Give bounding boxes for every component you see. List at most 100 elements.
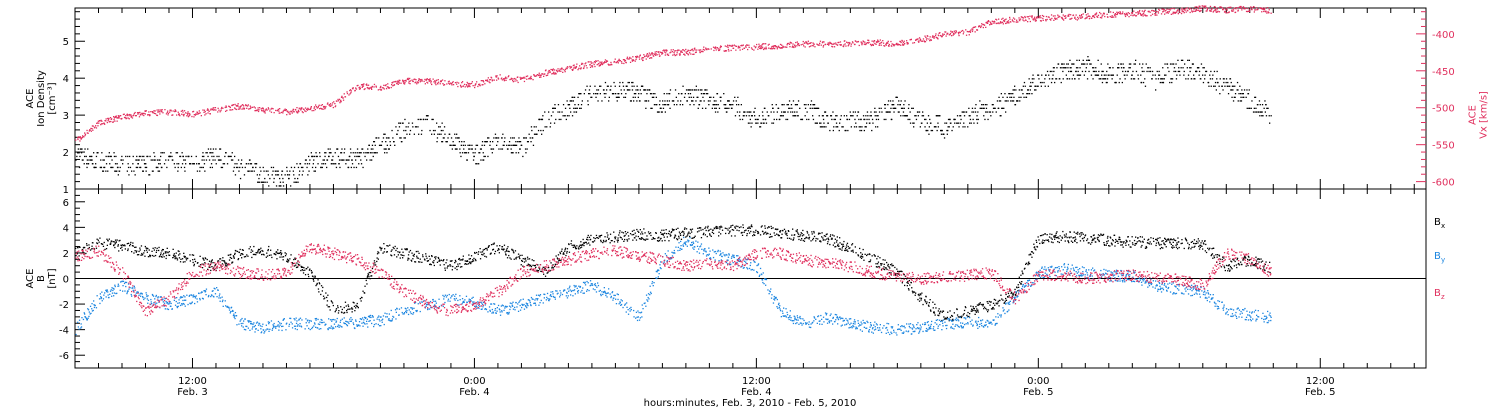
data-point	[754, 107, 756, 109]
data-point	[212, 148, 215, 150]
data-point	[889, 111, 891, 113]
data-point	[386, 152, 388, 154]
data-point	[123, 113, 125, 115]
data-point	[907, 107, 910, 109]
data-point	[1068, 15, 1070, 17]
data-point	[829, 41, 831, 43]
data-point	[450, 260, 452, 262]
data-point	[114, 120, 116, 122]
data-point	[256, 109, 258, 112]
data-point	[473, 257, 475, 260]
data-point	[86, 166, 88, 169]
data-point	[1075, 14, 1077, 16]
data-point	[1240, 96, 1242, 98]
data-point	[887, 104, 889, 106]
data-point	[239, 248, 241, 251]
data-point	[1130, 63, 1132, 65]
data-point	[690, 53, 692, 55]
data-point	[878, 107, 880, 109]
data-point	[662, 50, 664, 52]
data-point	[725, 50, 728, 52]
data-point	[1157, 78, 1160, 80]
data-point	[340, 152, 342, 154]
data-point	[159, 255, 161, 257]
data-point	[353, 305, 356, 308]
data-point	[240, 253, 242, 255]
data-point	[678, 53, 681, 55]
data-point	[698, 49, 701, 51]
data-point	[497, 77, 499, 79]
data-point	[508, 141, 511, 143]
data-point	[636, 56, 638, 58]
data-point	[288, 174, 291, 176]
data-point	[875, 118, 878, 121]
data-point	[217, 111, 219, 113]
data-point	[1033, 17, 1035, 20]
data-point	[730, 49, 732, 52]
data-point	[377, 251, 379, 253]
data-point	[119, 239, 121, 242]
data-point	[1169, 9, 1171, 11]
data-point	[480, 251, 482, 253]
data-point	[1267, 107, 1269, 109]
data-point	[763, 43, 765, 45]
data-point	[178, 113, 180, 115]
data-point	[461, 266, 463, 268]
data-point	[137, 163, 139, 165]
data-point	[174, 166, 176, 169]
data-point	[601, 100, 603, 102]
data-point	[436, 79, 438, 81]
data-point	[376, 152, 378, 154]
data-point	[234, 108, 237, 110]
data-point	[929, 118, 931, 121]
data-point	[243, 107, 246, 109]
data-point	[510, 148, 512, 150]
data-point	[158, 111, 161, 113]
data-point	[767, 44, 769, 46]
data-point	[1143, 10, 1145, 12]
data-point	[913, 126, 915, 128]
data-point	[568, 104, 570, 106]
data-point	[144, 255, 146, 257]
data-point	[181, 109, 184, 112]
data-point	[185, 163, 187, 165]
data-point	[325, 105, 327, 108]
data-point	[111, 240, 113, 242]
data-point	[660, 107, 662, 109]
data-point	[527, 258, 529, 260]
data-point	[1043, 81, 1045, 84]
data-point	[756, 43, 758, 46]
data-point	[680, 51, 682, 53]
data-point	[521, 260, 524, 262]
data-point	[445, 262, 447, 264]
data-point	[646, 54, 648, 56]
data-point	[1200, 7, 1202, 10]
data-point	[707, 100, 710, 102]
data-point	[340, 159, 342, 161]
data-point	[779, 115, 782, 117]
data-point	[121, 249, 123, 251]
data-point	[1092, 70, 1095, 73]
data-point	[1027, 89, 1029, 91]
data-point	[315, 152, 317, 154]
data-point	[313, 170, 315, 172]
data-point	[773, 111, 775, 113]
data-point	[384, 84, 387, 87]
data-point	[1126, 13, 1128, 15]
data-point	[682, 49, 684, 51]
data-point	[192, 111, 194, 113]
data-point	[479, 258, 482, 260]
data-point	[364, 155, 366, 158]
data-point	[1054, 81, 1056, 84]
data-point	[99, 120, 101, 122]
data-point	[147, 114, 149, 116]
data-point	[739, 111, 741, 113]
data-point	[113, 152, 115, 154]
data-point	[139, 249, 141, 251]
data-point	[596, 64, 598, 66]
data-point	[882, 40, 884, 42]
data-point	[674, 89, 677, 91]
data-point	[383, 243, 385, 245]
data-point	[499, 245, 501, 247]
data-point	[158, 246, 160, 249]
